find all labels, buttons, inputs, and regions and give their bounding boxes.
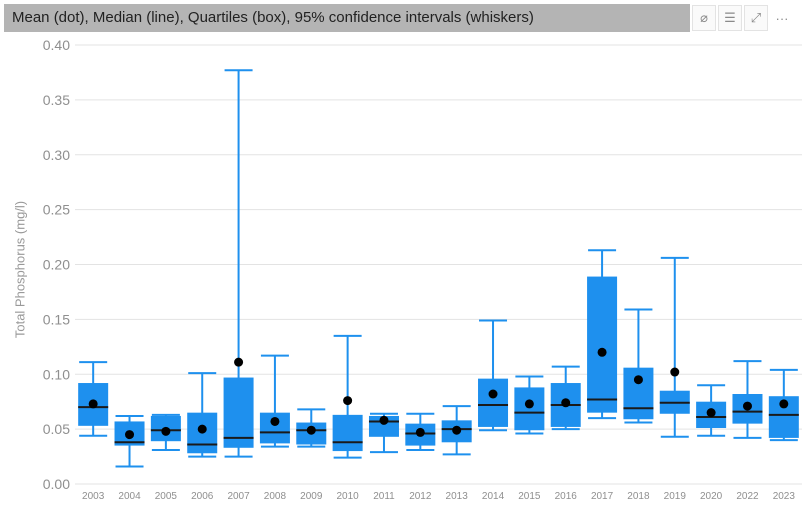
x-tick-label: 2008 <box>264 491 287 502</box>
eraser-icon[interactable]: ⌀ <box>692 5 716 31</box>
focus-mode-icon[interactable]: ⤢ <box>744 5 768 31</box>
mean-dot <box>779 399 789 409</box>
x-tick-label: 2012 <box>409 491 432 502</box>
x-tick-label: 2019 <box>664 491 687 502</box>
x-tick-label: 2020 <box>700 491 723 502</box>
x-tick-label: 2011 <box>373 491 395 502</box>
x-tick-label: 2023 <box>773 491 796 502</box>
x-tick-label: 2017 <box>591 491 614 502</box>
chart-title: Mean (dot), Median (line), Quartiles (bo… <box>12 9 534 26</box>
x-tick-label: 2004 <box>118 491 141 502</box>
y-tick-label: 0.25 <box>43 202 70 218</box>
x-tick-label: 2018 <box>627 491 650 502</box>
x-tick-label: 2003 <box>82 491 105 502</box>
mean-dot <box>306 425 316 435</box>
y-tick-label: 0.35 <box>43 92 70 108</box>
y-tick-label: 0.20 <box>43 257 70 273</box>
mean-dot <box>125 430 135 440</box>
mean-dot <box>597 347 607 357</box>
mean-dot <box>415 427 425 437</box>
x-tick-label: 2010 <box>337 491 360 502</box>
mean-dot <box>379 415 389 425</box>
visual-toolbar: ⌀ ☰ ⤢ ··· <box>692 4 794 32</box>
x-tick-label: 2022 <box>736 491 759 502</box>
filter-icon[interactable]: ☰ <box>718 5 742 31</box>
y-tick-label: 0.10 <box>43 366 70 382</box>
x-tick-label: 2016 <box>555 491 578 502</box>
x-tick-label: 2015 <box>518 491 541 502</box>
mean-dot <box>524 399 534 409</box>
visual-header: Mean (dot), Median (line), Quartiles (bo… <box>4 4 690 32</box>
x-tick-label: 2013 <box>446 491 469 502</box>
x-tick-label: 2007 <box>227 491 250 502</box>
mean-dot <box>561 398 571 408</box>
mean-dot <box>488 389 498 399</box>
mean-dot <box>670 367 680 377</box>
mean-dot <box>742 401 752 411</box>
quartile-box <box>478 378 509 427</box>
mean-dot <box>161 426 171 436</box>
y-tick-label: 0.40 <box>43 37 70 53</box>
quartile-box <box>332 414 363 452</box>
quartile-box <box>223 377 254 448</box>
y-tick-label: 0.30 <box>43 147 70 163</box>
mean-dot <box>343 396 353 406</box>
y-tick-label: 0.15 <box>43 311 70 327</box>
x-tick-label: 2009 <box>300 491 323 502</box>
quartile-box <box>514 387 545 431</box>
mean-dot <box>88 399 98 409</box>
y-tick-label: 0.00 <box>43 476 70 492</box>
y-tick-label: 0.05 <box>43 421 70 437</box>
mean-dot <box>633 375 643 385</box>
mean-dot <box>197 424 207 434</box>
more-options-icon[interactable]: ··· <box>775 10 789 26</box>
quartile-box <box>587 276 618 413</box>
mean-dot <box>270 416 280 426</box>
x-tick-label: 2005 <box>155 491 178 502</box>
mean-dot <box>706 408 716 418</box>
mean-dot <box>452 425 462 435</box>
x-tick-label: 2006 <box>191 491 214 502</box>
x-tick-label: 2014 <box>482 491 505 502</box>
mean-dot <box>234 357 244 367</box>
